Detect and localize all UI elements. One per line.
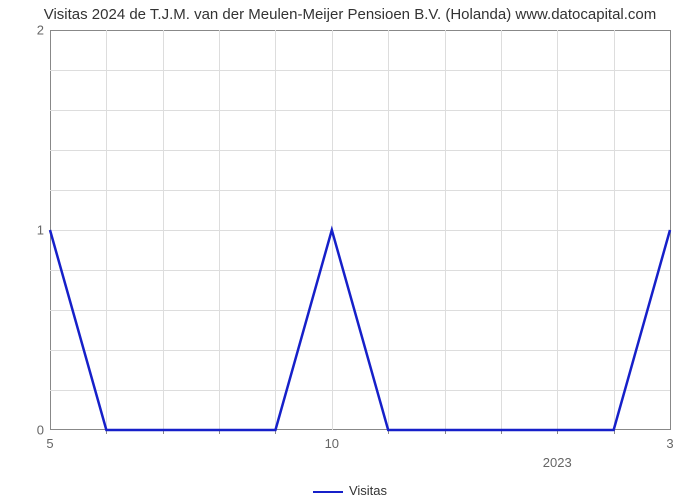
x-sub-label: 2023 — [543, 455, 572, 470]
legend-swatch — [313, 491, 343, 493]
x-tick-label: 10 — [325, 436, 339, 451]
y-tick-label: 2 — [0, 23, 44, 38]
y-tick-label: 0 — [0, 423, 44, 438]
chart-title: Visitas 2024 de T.J.M. van der Meulen-Me… — [0, 6, 700, 23]
chart-container: Visitas 2024 de T.J.M. van der Meulen-Me… — [0, 0, 700, 500]
legend: Visitas — [0, 483, 700, 498]
x-tick-label: 3 — [666, 436, 673, 451]
x-tick-label: 5 — [46, 436, 53, 451]
plot-border-right — [670, 30, 671, 430]
line-series — [50, 30, 670, 430]
legend-label: Visitas — [349, 483, 387, 498]
y-tick-label: 1 — [0, 223, 44, 238]
